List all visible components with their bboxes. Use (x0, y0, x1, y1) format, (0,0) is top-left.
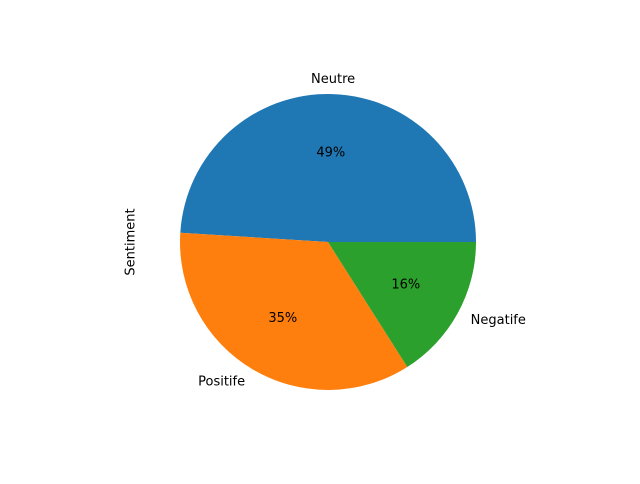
slice-label-negatife: Negatife (471, 313, 526, 328)
slice-label-positife: Positife (198, 375, 245, 390)
pie-slice-negatife (328, 242, 476, 367)
y-axis-label: Sentiment (124, 208, 139, 275)
slices-layer (180, 93, 476, 391)
pct-label-negatife: 16% (391, 277, 420, 292)
pct-label-positife: 35% (268, 311, 297, 326)
pie-slice-neutre (180, 93, 476, 243)
slice-label-neutre: Neutre (311, 72, 355, 87)
pie-slice-positife (180, 232, 408, 391)
labels-layer: 49% Neutre 35% Positife 16% Negatife (198, 72, 526, 390)
pct-label-neutre: 49% (316, 146, 345, 161)
